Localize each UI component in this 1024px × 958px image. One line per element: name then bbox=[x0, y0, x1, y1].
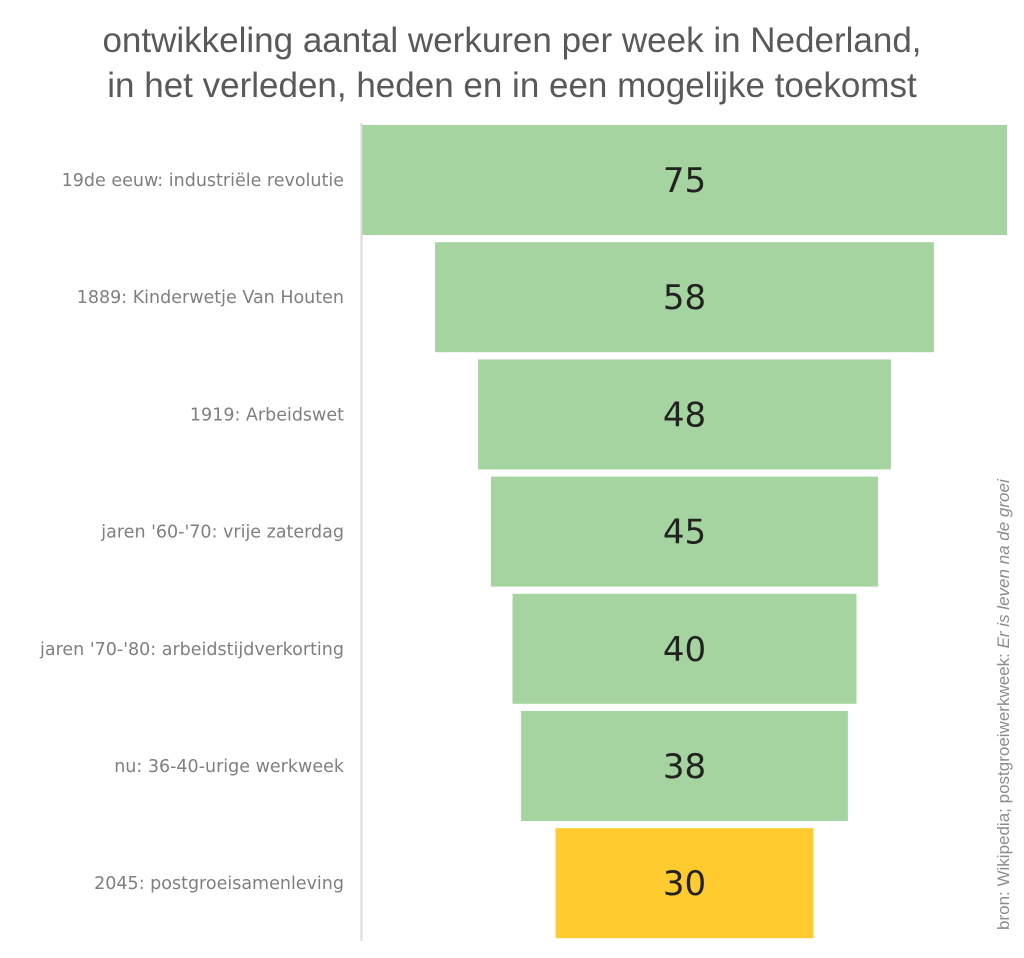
funnel-bar bbox=[512, 593, 857, 704]
category-label: jaren '60-'70: vrije zaterdag bbox=[100, 523, 344, 543]
category-label: nu: 36-40-urige werkweek bbox=[114, 757, 345, 777]
funnel-bar bbox=[435, 242, 934, 353]
chart-title: ontwikkeling aantal werkuren per week in… bbox=[0, 18, 1024, 108]
funnel-bar bbox=[478, 359, 891, 470]
funnel-bar bbox=[362, 125, 1007, 235]
source-prefix: bron: Wikipedia; postgroeiwerkweek: bbox=[994, 648, 1013, 930]
data-label: 38 bbox=[663, 747, 706, 787]
source-italic: Er is leven na de groei bbox=[994, 479, 1013, 649]
category-label: 19de eeuw: industriële revolutie bbox=[62, 171, 344, 191]
data-label: 30 bbox=[663, 864, 706, 904]
data-label: 40 bbox=[663, 630, 706, 670]
data-label: 45 bbox=[663, 513, 706, 553]
category-label: 1889: Kinderwetje Van Houten bbox=[77, 288, 344, 308]
title-line-1: ontwikkeling aantal werkuren per week in… bbox=[102, 21, 922, 60]
source-note: bron: Wikipedia; postgroeiwerkweek: Er i… bbox=[994, 479, 1014, 930]
funnel-bar bbox=[491, 476, 878, 587]
category-label: 2045: postgroeisamenleving bbox=[94, 874, 344, 894]
funnel-bar bbox=[555, 828, 814, 939]
funnel-bar bbox=[521, 711, 848, 821]
data-label: 58 bbox=[663, 278, 706, 318]
data-label: 48 bbox=[663, 395, 706, 435]
data-label: 75 bbox=[663, 161, 706, 201]
category-label: jaren '70-'80: arbeidstijdverkorting bbox=[39, 640, 344, 660]
title-line-2: in het verleden, heden en in een mogelij… bbox=[107, 66, 917, 105]
category-label: 1919: Arbeidswet bbox=[190, 405, 344, 425]
